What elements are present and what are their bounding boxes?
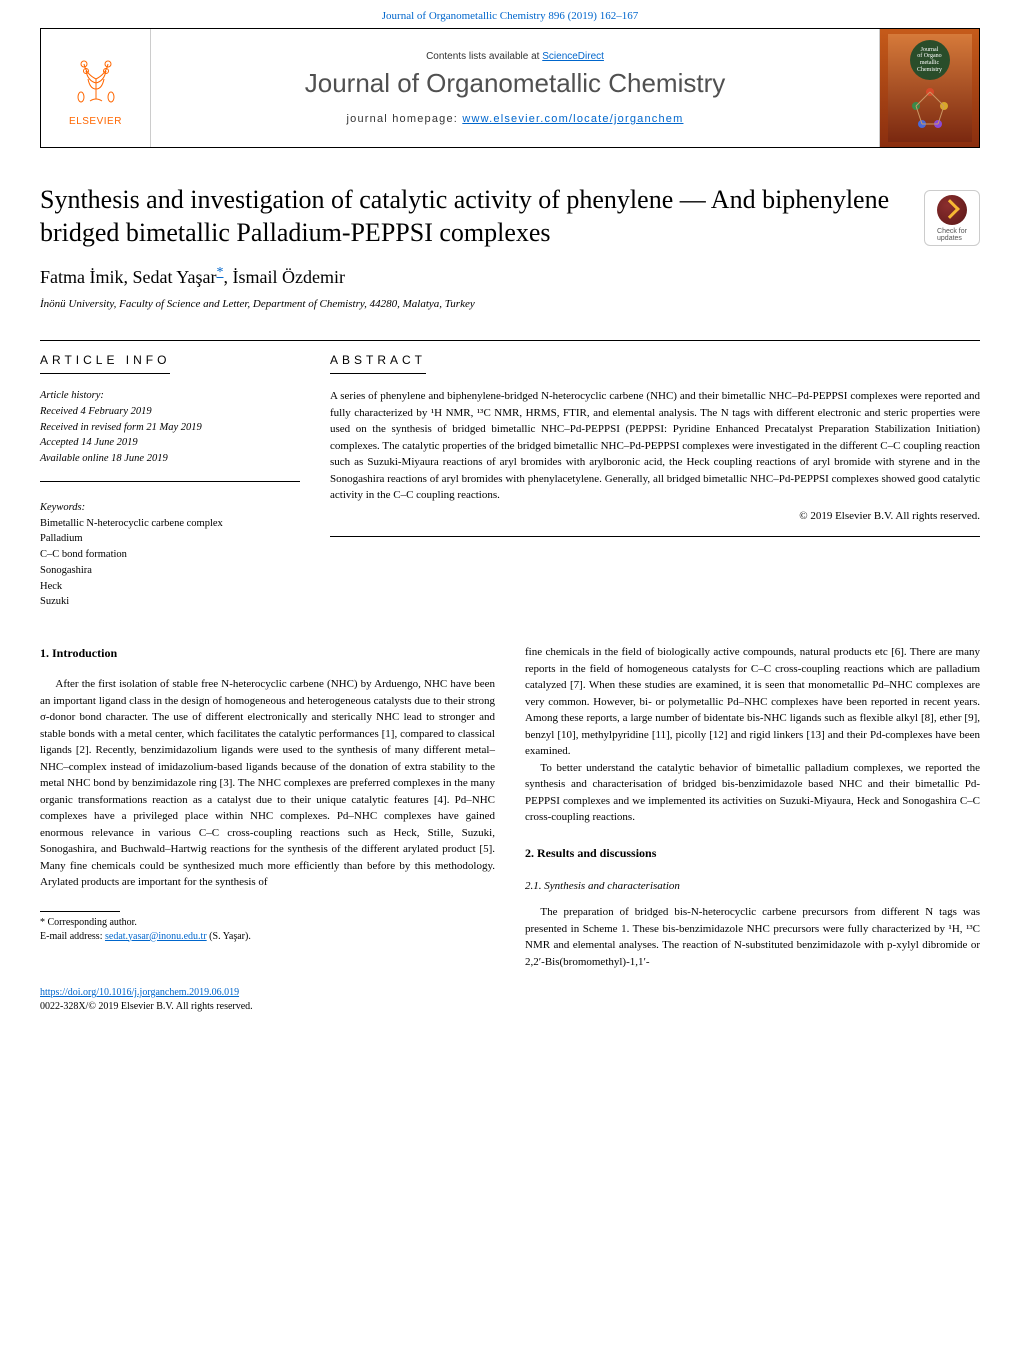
history-online: Available online 18 June 2019 [40, 451, 300, 467]
journal-name: Journal of Organometallic Chemistry [305, 68, 726, 99]
keyword-item: Suzuki [40, 594, 300, 610]
elsevier-wordmark: ELSEVIER [69, 116, 122, 127]
history-accepted: Accepted 14 June 2019 [40, 435, 300, 451]
keyword-item: Sonogashira [40, 563, 300, 579]
section-heading-results: 2. Results and discussions [525, 844, 980, 862]
article-info-heading: ARTICLE INFO [40, 353, 300, 374]
email-suffix: (S. Yaşar). [207, 931, 251, 942]
corr-label: * Corresponding author. [40, 916, 495, 930]
keywords-block: Keywords: Bimetallic N-heterocyclic carb… [40, 500, 300, 610]
journal-cover-cell: Journal of Organo metallic Chemistry [879, 29, 979, 147]
abstract-copyright: © 2019 Elsevier B.V. All rights reserved… [330, 510, 980, 522]
history-label: Article history: [40, 388, 300, 404]
cover-title-badge: Journal of Organo metallic Chemistry [910, 40, 950, 80]
col2-paragraph-1: fine chemicals in the field of biologica… [525, 644, 980, 760]
email-label: E-mail address: [40, 931, 105, 942]
check-updates-badge[interactable]: Check for updates [924, 190, 980, 246]
abstract-heading: ABSTRACT [330, 353, 980, 374]
col2-paragraph-2: To better understand the catalytic behav… [525, 760, 980, 826]
elsevier-logo: ELSEVIER [66, 49, 126, 127]
check-line1: Check for [937, 228, 967, 235]
contents-line: Contents lists available at ScienceDirec… [426, 51, 604, 62]
article-info-column: ARTICLE INFO Article history: Received 4… [40, 341, 300, 610]
cover-diagram [900, 84, 960, 134]
citation-link[interactable]: Journal of Organometallic Chemistry 896 … [0, 0, 1020, 28]
history-received: Received 4 February 2019 [40, 404, 300, 420]
journal-cover: Journal of Organo metallic Chemistry [888, 34, 972, 142]
cover-line-2: metallic [910, 60, 950, 67]
section-heading-intro: 1. Introduction [40, 644, 495, 662]
header-center: Contents lists available at ScienceDirec… [151, 29, 879, 147]
keyword-item: Bimetallic N-heterocyclic carbene comple… [40, 516, 300, 532]
check-updates-label: Check for updates [937, 228, 967, 242]
check-updates-icon [937, 195, 967, 225]
cover-line-1: of Organo [910, 53, 950, 60]
article-title: Synthesis and investigation of catalytic… [40, 184, 980, 249]
keyword-item: Palladium [40, 531, 300, 547]
abstract-heading-text: ABSTRACT [330, 353, 426, 374]
doi-link[interactable]: https://doi.org/10.1016/j.jorganchem.201… [40, 987, 239, 998]
abstract-text: A series of phenylene and biphenylene-br… [330, 388, 980, 504]
doi-block: https://doi.org/10.1016/j.jorganchem.201… [40, 986, 980, 1014]
issn-copyright: 0022-328X/© 2019 Elsevier B.V. All right… [40, 1001, 253, 1012]
elsevier-tree-icon [66, 49, 126, 116]
history-revised: Received in revised form 21 May 2019 [40, 420, 300, 436]
body-column-right: fine chemicals in the field of biologica… [525, 644, 980, 970]
synth-paragraph-1: The preparation of bridged bis-N-heteroc… [525, 904, 980, 970]
homepage-prefix: journal homepage: [347, 113, 463, 125]
corr-email-link[interactable]: sedat.yasar@inonu.edu.tr [105, 931, 207, 942]
intro-paragraph-1: After the first isolation of stable free… [40, 676, 495, 891]
affiliation: İnönü University, Faculty of Science and… [40, 298, 980, 310]
author-list-pre: Fatma İmik, Sedat Yaşar [40, 267, 216, 287]
keywords-label: Keywords: [40, 500, 300, 516]
homepage-line: journal homepage: www.elsevier.com/locat… [347, 113, 684, 125]
cover-line-3: Chemistry [910, 67, 950, 74]
authors-line: Fatma İmik, Sedat Yaşar*, İsmail Özdemir [40, 265, 980, 288]
abstract-column: ABSTRACT A series of phenylene and biphe… [330, 341, 980, 610]
journal-header-box: ELSEVIER Contents lists available at Sci… [40, 28, 980, 148]
body-column-left: 1. Introduction After the first isolatio… [40, 644, 495, 970]
contents-prefix: Contents lists available at [426, 51, 542, 62]
sciencedirect-link[interactable]: ScienceDirect [542, 51, 604, 62]
article-info-heading-text: ARTICLE INFO [40, 353, 170, 374]
keyword-item: Heck [40, 579, 300, 595]
check-line2: updates [937, 235, 962, 242]
keyword-item: C–C bond formation [40, 547, 300, 563]
homepage-url[interactable]: www.elsevier.com/locate/jorganchem [462, 113, 683, 125]
author-list-post: , İsmail Özdemir [223, 267, 344, 287]
article-history: Article history: Received 4 February 201… [40, 388, 300, 467]
subsection-heading-synthesis: 2.1. Synthesis and characterisation [525, 878, 980, 895]
publisher-logo-cell: ELSEVIER [41, 29, 151, 147]
corresponding-footnote: * Corresponding author. E-mail address: … [40, 916, 495, 944]
